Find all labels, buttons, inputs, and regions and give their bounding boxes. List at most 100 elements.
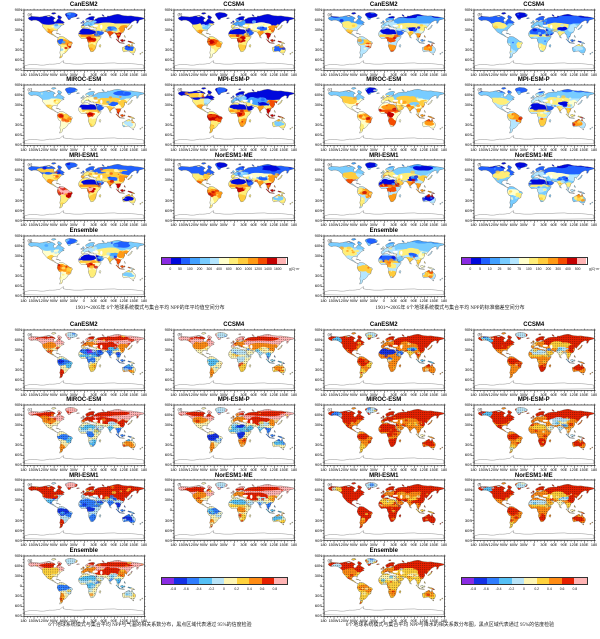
map-panel: (e) [320,158,446,224]
colorbar-tick-label: 150 [535,266,542,271]
colorbar-tick-label: 400 [565,266,571,271]
y-axis-label: 60S [164,56,172,62]
x-axis-label: 150E [129,543,139,548]
y-axis-label: 90N [164,157,172,163]
y-axis-label: 90S [14,613,22,618]
x-axis-label: 30W [69,467,78,472]
x-axis-label: 60E [100,298,108,303]
x-axis-label: 60E [250,147,258,152]
x-axis-label: 150W [478,223,489,228]
colorbar-segment [211,577,224,584]
world-map: (d) [470,403,596,468]
x-axis-label: 180 [20,467,27,472]
x-axis-label: 150W [328,298,339,303]
x-axis-label: 30W [519,147,528,152]
x-axis-label: 90W [49,72,58,77]
y-axis-label: 0 [319,356,322,362]
x-axis-label: 180 [170,392,177,397]
panel-letter: (a) [327,331,333,336]
x-axis-label: 60W [359,223,368,228]
x-axis-label: 150E [279,543,289,548]
panel-title: CanESM2 [369,322,398,328]
y-axis-label: 60S [314,132,322,138]
colorbar-segment [528,257,539,264]
y-axis-label: 60S [14,452,22,458]
x-axis-label: 90W [49,467,58,472]
x-axis-label: 150E [579,72,589,77]
y-axis-label: 90S [314,67,322,72]
panel-title: CanESM2 [369,2,398,8]
y-axis-label: 90S [314,613,322,618]
y-axis-label: 0 [19,262,22,268]
colorbar-segment [519,257,529,264]
y-axis-label: 0 [19,112,22,118]
x-axis-label: 30E [90,467,98,472]
panel-letter: (f) [177,482,181,487]
x-axis-label: 120W [38,618,49,623]
colorbar-tick-label: 200 [545,266,552,271]
panel-title: NorESM1-ME [214,472,253,479]
x-axis-label: 120W [38,543,49,548]
x-axis-label: 180 [320,467,327,472]
x-axis-label: 120E [419,467,429,472]
x-axis-label: 90E [560,147,568,152]
colorbar-tick-label: 0.8 [272,586,278,591]
x-axis-label: 150E [429,467,439,472]
y-axis-label: 30S [14,272,22,278]
x-axis-label: 60W [509,72,518,77]
panel-letter: (a) [327,11,333,16]
x-axis-label: 120E [269,543,279,548]
x-axis-label: 120W [488,147,499,152]
x-axis-label: 0 [532,72,535,77]
y-axis-label: 60S [464,452,472,458]
x-axis-label: 60W [209,467,218,472]
x-axis-label: 180 [20,72,27,77]
x-axis-label: 180 [590,467,598,472]
panel-letter: (e) [27,162,33,167]
colorbar-segment [238,257,248,264]
x-axis-label: 180 [440,543,448,548]
y-axis-label: 30N [314,572,322,578]
y-axis-label: 30S [14,122,22,128]
world-map: (c) [320,83,446,148]
y-axis-label: 30N [464,101,472,107]
colorbar-tick-label: -0.4 [195,586,202,591]
y-axis-label: 90S [164,142,172,148]
x-axis-label: 150E [579,223,589,228]
x-axis-label: 0 [382,392,385,397]
colorbar-segment [228,257,239,264]
x-axis-label: 0 [532,147,535,152]
x-axis-label: 30E [390,223,398,228]
x-axis-label: 180 [20,618,27,623]
panel-title: MRI-ESM1 [369,152,399,159]
colorbar-tick-label: 100 [186,266,193,271]
x-axis-label: 0 [382,467,385,472]
y-axis-label: 60N [314,16,322,22]
x-axis-label: 90W [199,392,208,397]
x-axis-label: 150W [178,392,189,397]
y-axis-label: 90S [164,537,172,543]
colorbar-tick-label: 0.2 [234,586,240,591]
y-axis-label: 30N [464,177,472,183]
x-axis-label: 120E [269,72,279,77]
colorbar-segment [161,257,172,264]
x-axis-label: 30E [540,147,548,152]
x-axis-label: 180 [320,72,327,77]
x-axis-label: 150E [279,467,289,472]
x-axis-label: 120E [419,72,429,77]
x-axis-label: 60W [59,618,68,623]
map-panel: (c) [20,83,146,148]
x-axis-label: 180 [590,543,598,548]
x-axis-label: 150E [429,618,439,623]
y-axis-label: 30N [314,101,322,107]
y-axis-label: 30N [314,177,322,183]
x-axis-label: 30W [219,72,228,77]
map-panel: (c) [320,83,446,148]
x-axis-label: 30E [90,223,98,228]
y-axis-label: 30S [464,46,472,52]
x-axis-label: 120W [338,618,349,623]
y-axis-label: 0 [19,36,22,42]
colorbar-segment [557,257,568,264]
y-axis-label: 30N [14,346,22,352]
colorbar-tick-label: -0.8 [470,586,477,591]
